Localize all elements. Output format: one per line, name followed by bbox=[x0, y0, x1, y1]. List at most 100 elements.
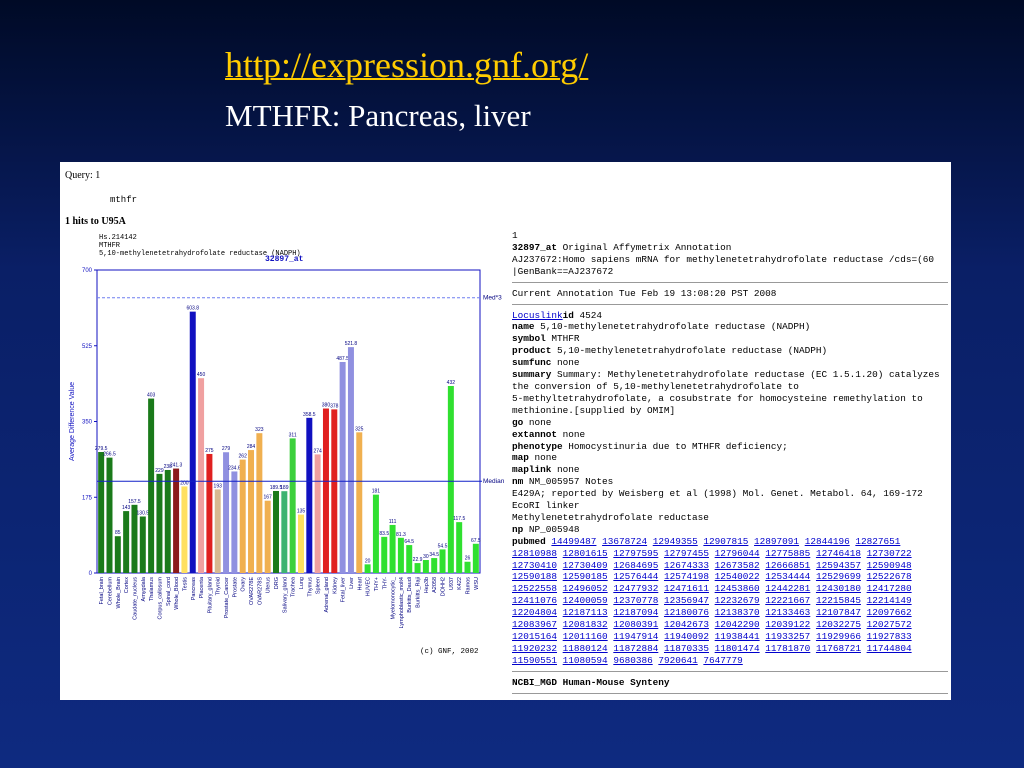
pubmed-link[interactable]: 12827651 bbox=[855, 535, 901, 547]
pubmed-link[interactable]: 12417280 bbox=[866, 583, 912, 595]
pubmed-link[interactable]: 12180076 bbox=[663, 607, 709, 619]
pubmed-link[interactable]: 11080594 bbox=[562, 654, 608, 666]
bar bbox=[173, 468, 180, 573]
pubmed-link[interactable]: 12730409 bbox=[562, 559, 608, 571]
pubmed-link[interactable]: 12204804 bbox=[512, 607, 558, 619]
pubmed-link[interactable]: 12138370 bbox=[714, 607, 760, 619]
bar-value-label: 193 bbox=[214, 483, 223, 489]
pubmed-link[interactable]: 12187113 bbox=[562, 607, 608, 619]
pubmed-link[interactable]: 11880124 bbox=[562, 642, 608, 654]
bar-value-label: 83.5 bbox=[379, 531, 389, 537]
pubmed-link[interactable]: 12042673 bbox=[663, 619, 709, 631]
pubmed-link[interactable]: 12684695 bbox=[613, 559, 659, 571]
bar-value-label: 521.8 bbox=[345, 341, 358, 347]
hits: 1 hits to U95A bbox=[65, 216, 127, 227]
pubmed-link[interactable]: 12775885 bbox=[765, 547, 811, 559]
pubmed-link[interactable]: 12534444 bbox=[765, 571, 811, 583]
pubmed-link[interactable]: 12015164 bbox=[512, 631, 558, 642]
pubmed-link[interactable]: 12801615 bbox=[562, 547, 608, 559]
pubmed-link[interactable]: 12430180 bbox=[815, 583, 861, 595]
pubmed-link[interactable]: 12666851 bbox=[765, 559, 811, 571]
pubmed-link[interactable]: 7647779 bbox=[703, 654, 743, 666]
pubmed-link[interactable]: 12356947 bbox=[663, 595, 709, 607]
pubmed-link[interactable]: 12370778 bbox=[613, 595, 659, 607]
pubmed-link[interactable]: 11938441 bbox=[714, 631, 760, 642]
pubmed-link[interactable]: 12083967 bbox=[512, 619, 558, 631]
pubmed-link[interactable]: 11781870 bbox=[765, 642, 811, 654]
pubmed-link[interactable]: 12522678 bbox=[866, 571, 912, 583]
pubmed-link[interactable]: 12730722 bbox=[866, 547, 912, 559]
slide-link[interactable]: http://expression.gnf.org/ bbox=[225, 45, 589, 85]
pubmed-link[interactable]: 12674333 bbox=[663, 559, 709, 571]
pubmed-link[interactable]: 11744804 bbox=[866, 642, 912, 654]
locuslink-link[interactable]: Locuslink bbox=[512, 309, 563, 321]
pubmed-link[interactable]: 12011160 bbox=[562, 631, 608, 642]
pubmed-link[interactable]: 12574198 bbox=[663, 571, 709, 583]
pubmed-link[interactable]: 12232679 bbox=[714, 595, 760, 607]
pubmed-link[interactable]: 12215845 bbox=[815, 595, 861, 607]
pubmed-link[interactable]: 12080391 bbox=[613, 619, 659, 631]
pubmed-link[interactable]: 12039122 bbox=[765, 619, 811, 631]
pubmed-link[interactable]: 12081832 bbox=[562, 619, 608, 631]
y-tick-label: 525 bbox=[82, 344, 93, 350]
bar-value-label: 34.5 bbox=[429, 552, 439, 558]
pubmed-link[interactable]: 12673582 bbox=[714, 559, 760, 571]
pubmed-link[interactable]: 12590188 bbox=[512, 571, 558, 583]
pubmed-link[interactable]: 13678724 bbox=[602, 535, 648, 547]
pubmed-link[interactable]: 12032275 bbox=[815, 619, 861, 631]
x-tick-label: Heart bbox=[357, 577, 363, 591]
pubmed-link[interactable]: 12496052 bbox=[562, 583, 608, 595]
pubmed-link[interactable]: 7920641 bbox=[658, 654, 698, 666]
pubmed-link[interactable]: 12522558 bbox=[512, 583, 558, 595]
pubmed-link[interactable]: 12590185 bbox=[562, 571, 608, 583]
field-key: id bbox=[562, 309, 574, 321]
pubmed-link[interactable]: 12477932 bbox=[613, 583, 659, 595]
pubmed-link[interactable]: 12027572 bbox=[866, 619, 912, 631]
pubmed-link[interactable]: 12797455 bbox=[663, 547, 709, 559]
pubmed-link[interactable]: 12221667 bbox=[765, 595, 811, 607]
pubmed-link[interactable]: 12529699 bbox=[815, 571, 861, 583]
pubmed-link[interactable]: 12097662 bbox=[866, 607, 912, 619]
pubmed-link[interactable]: 12133463 bbox=[765, 607, 811, 619]
bar-value-label: 167 bbox=[264, 495, 273, 501]
pubmed-link[interactable]: 11870335 bbox=[663, 642, 709, 654]
pubmed-link[interactable]: 11920232 bbox=[512, 642, 558, 654]
pubmed-link[interactable]: 11927833 bbox=[866, 631, 912, 642]
pubmed-link[interactable]: 11590551 bbox=[512, 654, 558, 666]
pubmed-link[interactable]: 12949355 bbox=[652, 535, 698, 547]
pubmed-link[interactable]: 11768721 bbox=[815, 642, 861, 654]
pubmed-link[interactable]: 11929966 bbox=[815, 631, 861, 642]
pubmed-link[interactable]: 12746418 bbox=[815, 547, 861, 559]
pubmed-link[interactable]: 12907815 bbox=[703, 535, 749, 547]
pubmed-link[interactable]: 12471611 bbox=[663, 583, 709, 595]
bar bbox=[406, 545, 413, 573]
pubmed-link[interactable]: 12453860 bbox=[714, 583, 760, 595]
pubmed-link[interactable]: 9680386 bbox=[613, 654, 653, 666]
pubmed-link[interactable]: 12897091 bbox=[754, 535, 800, 547]
pubmed-link[interactable]: 12187094 bbox=[613, 607, 659, 619]
pubmed-link[interactable]: 12797595 bbox=[613, 547, 659, 559]
pubmed-link[interactable]: 11947914 bbox=[613, 631, 659, 642]
pubmed-link[interactable]: 12844196 bbox=[804, 535, 850, 547]
pubmed-link[interactable]: 12730410 bbox=[512, 559, 558, 571]
x-tick-label: Lymphoblastic_molt4 bbox=[399, 577, 405, 628]
pubmed-link[interactable]: 11872884 bbox=[613, 642, 659, 654]
pubmed-link[interactable]: 12442281 bbox=[765, 583, 811, 595]
pubmed-link[interactable]: 12400059 bbox=[562, 595, 608, 607]
pubmed-link[interactable]: 12411076 bbox=[512, 595, 558, 607]
pubmed-link[interactable]: 12810988 bbox=[512, 547, 558, 559]
pubmed-link[interactable]: 12594357 bbox=[815, 559, 861, 571]
field-value: none bbox=[528, 416, 552, 428]
pubmed-link[interactable]: 12214149 bbox=[866, 595, 912, 607]
pubmed-link[interactable]: 12590948 bbox=[866, 559, 912, 571]
pubmed-link[interactable]: 12796044 bbox=[714, 547, 760, 559]
pubmed-link[interactable]: 11933257 bbox=[765, 631, 811, 642]
pubmed-link[interactable]: 14499487 bbox=[551, 535, 597, 547]
pubmed-link[interactable]: 11940092 bbox=[663, 631, 709, 642]
field-key: nm bbox=[512, 476, 524, 488]
pubmed-link[interactable]: 12540022 bbox=[714, 571, 760, 583]
pubmed-link[interactable]: 11801474 bbox=[714, 642, 760, 654]
pubmed-link[interactable]: 12576444 bbox=[613, 571, 659, 583]
pubmed-link[interactable]: 12107847 bbox=[815, 607, 861, 619]
pubmed-link[interactable]: 12042290 bbox=[714, 619, 760, 631]
